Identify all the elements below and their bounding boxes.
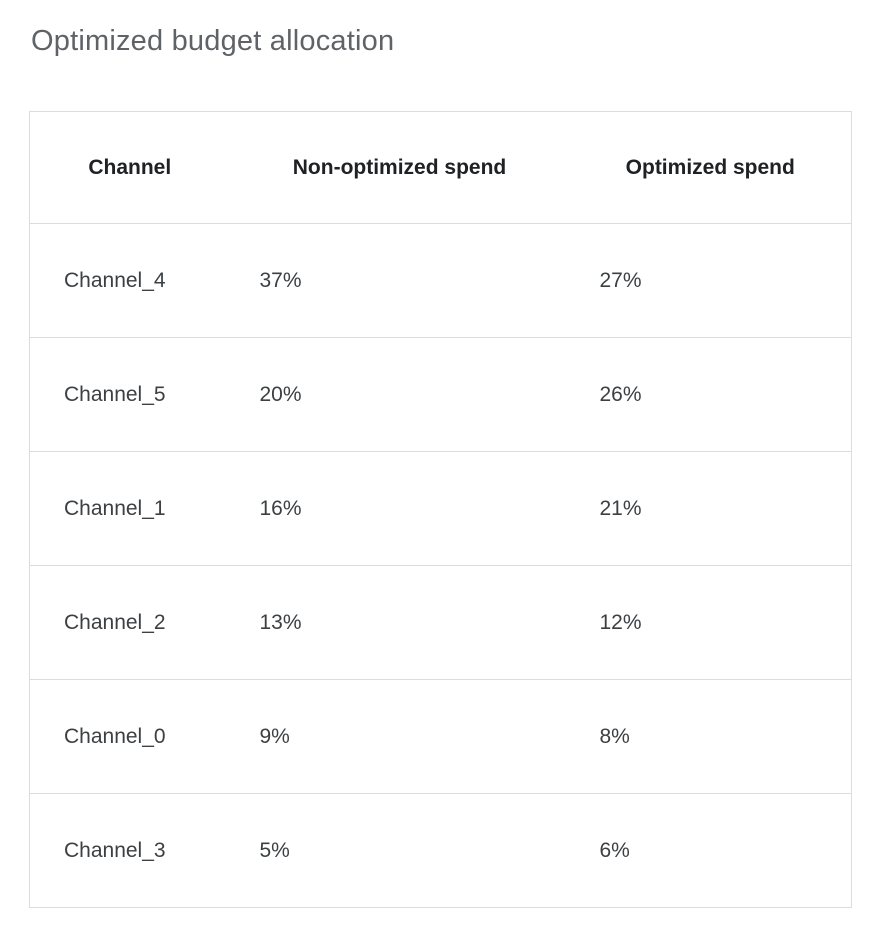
header-non-optimized-spend: Non-optimized spend — [292, 155, 507, 179]
channel-cell: Channel_0 — [64, 724, 166, 748]
budget-allocation-table: Channel Non-optimized spend Optimized sp… — [29, 111, 852, 908]
optimized-spend-cell: 6% — [599, 838, 630, 862]
non-optimized-spend-cell: 13% — [259, 610, 302, 634]
optimized-spend-cell: 8% — [599, 724, 630, 748]
table-row: Channel_5 20% 26% — [29, 338, 852, 452]
optimized-spend-cell: 26% — [599, 382, 642, 406]
non-optimized-spend-cell: 37% — [259, 268, 302, 292]
channel-cell: Channel_2 — [64, 610, 166, 634]
table-row: Channel_3 5% 6% — [30, 794, 852, 908]
channel-cell: Channel_3 — [64, 838, 166, 862]
non-optimized-spend-cell: 16% — [259, 496, 302, 520]
table-row: Channel_1 16% 21% — [29, 452, 852, 566]
optimized-spend-cell: 27% — [599, 268, 642, 292]
non-optimized-spend-cell: 5% — [259, 838, 290, 862]
non-optimized-spend-cell: 9% — [259, 724, 290, 748]
table-row: Channel_0 9% 8% — [29, 680, 852, 794]
channel-cell: Channel_4 — [64, 268, 166, 292]
header-optimized-spend: Optimized spend — [625, 155, 795, 179]
table-row: Channel_2 13% 12% — [29, 566, 852, 680]
table-header: Channel Non-optimized spend Optimized sp… — [29, 112, 852, 224]
page-title: Optimized budget allocation — [31, 25, 395, 57]
table-body: Channel_4 37% 27% Channel_5 20% 26% Chan… — [29, 224, 852, 908]
channel-cell: Channel_1 — [64, 496, 166, 520]
header-channel: Channel — [88, 155, 172, 179]
optimized-spend-cell: 21% — [599, 496, 642, 520]
table-row: Channel_4 37% 27% — [29, 224, 852, 338]
channel-cell: Channel_5 — [64, 382, 166, 406]
table-header-row: Channel Non-optimized spend Optimized sp… — [29, 112, 852, 224]
optimized-spend-cell: 12% — [599, 610, 642, 634]
non-optimized-spend-cell: 20% — [259, 382, 302, 406]
